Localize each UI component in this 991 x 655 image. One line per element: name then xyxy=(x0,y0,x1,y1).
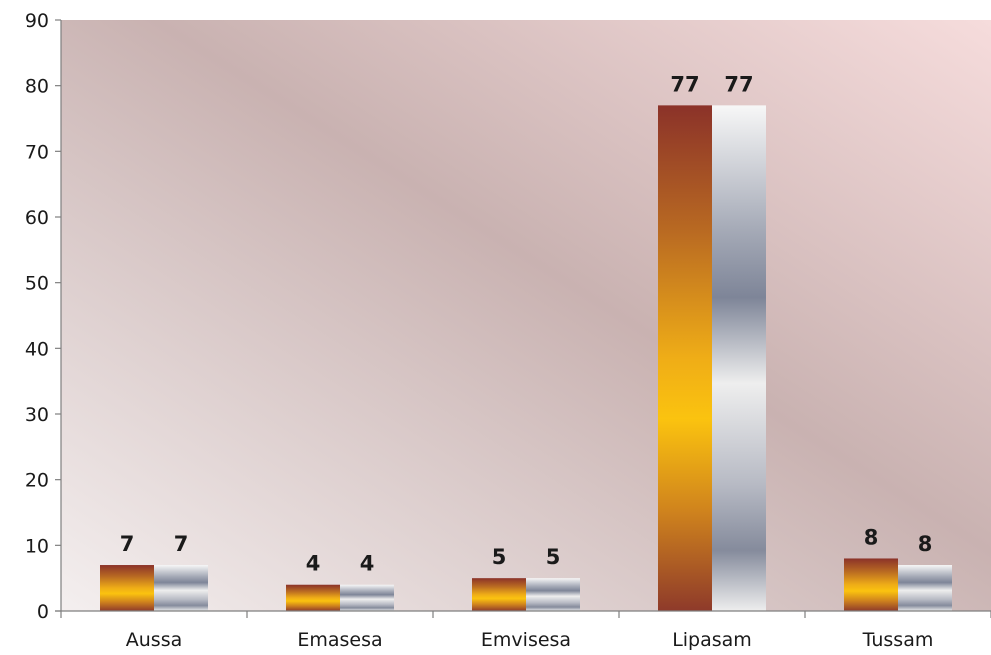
axes-layer xyxy=(55,19,991,618)
data-label: 5 xyxy=(546,545,561,569)
bar-lipasam-series-2 xyxy=(712,105,766,611)
plot-area xyxy=(61,20,991,611)
y-tick-label: 30 xyxy=(25,404,49,426)
bar-emvisesa-series-1 xyxy=(472,578,526,611)
bar-emvisesa-series-2 xyxy=(526,578,580,611)
y-tick-label: 20 xyxy=(25,470,49,492)
data-label: 7 xyxy=(174,532,189,556)
data-label: 4 xyxy=(360,552,375,576)
bars-layer xyxy=(100,105,952,611)
y-tick-label: 70 xyxy=(25,141,49,163)
y-tick-label: 10 xyxy=(25,535,49,557)
y-tick-label: 0 xyxy=(37,601,49,623)
x-tick-label: Lipasam xyxy=(672,629,752,651)
x-tick-label: Aussa xyxy=(126,629,182,651)
data-label: 8 xyxy=(864,525,879,549)
data-label: 4 xyxy=(306,552,321,576)
bar-emasesa-series-1 xyxy=(286,584,340,611)
y-tick-label: 50 xyxy=(25,273,49,295)
data-label: 77 xyxy=(670,72,699,96)
x-tick-label: Tussam xyxy=(862,629,934,651)
bar-tussam-series-2 xyxy=(898,565,952,611)
data-label: 8 xyxy=(918,532,933,556)
x-tick-label: Emasesa xyxy=(297,629,382,651)
bar-emasesa-series-2 xyxy=(340,584,394,611)
bar-lipasam-series-1 xyxy=(658,105,712,611)
bar-tussam-series-1 xyxy=(844,558,898,611)
x-tick-label: Emvisesa xyxy=(481,629,571,651)
y-tick-label: 60 xyxy=(25,207,49,229)
y-tick-label: 80 xyxy=(25,76,49,98)
y-tick-label: 90 xyxy=(25,10,49,32)
bar-aussa-series-2 xyxy=(154,565,208,611)
bar-aussa-series-1 xyxy=(100,565,154,611)
y-tick-label: 40 xyxy=(25,338,49,360)
data-label: 7 xyxy=(120,532,135,556)
data-label: 77 xyxy=(724,72,753,96)
data-label: 5 xyxy=(492,545,507,569)
